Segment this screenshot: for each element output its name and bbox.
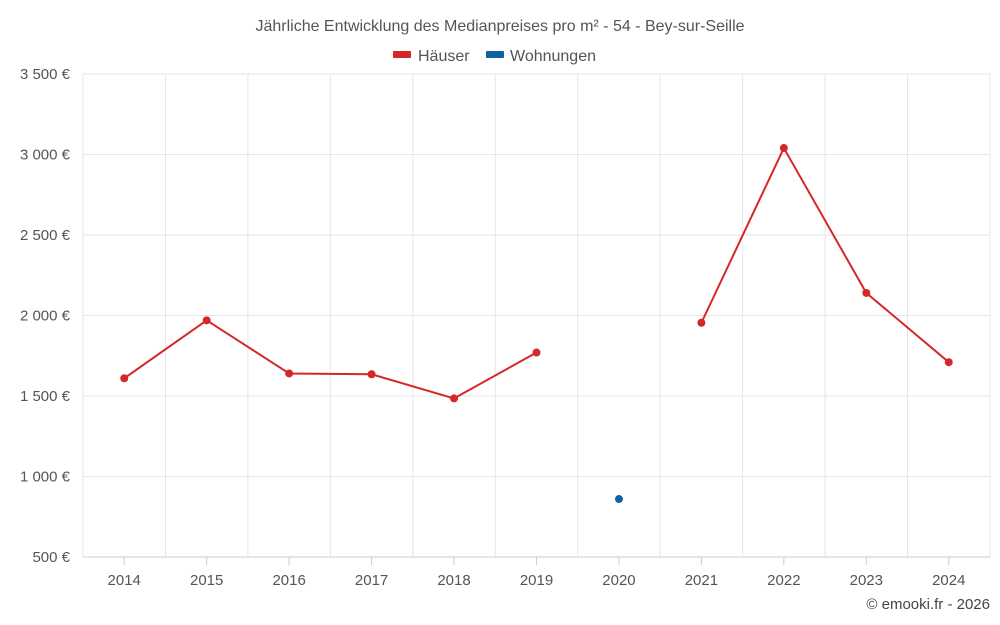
x-tick-label: 2018 [437, 572, 470, 589]
legend: Häuser Wohnungen [393, 48, 596, 65]
x-tick-label: 2017 [355, 572, 388, 589]
y-tick-label: 1 000 € [20, 469, 71, 486]
y-tick-label: 3 000 € [20, 147, 71, 164]
legend-item-apartments[interactable]: Wohnungen [486, 48, 596, 65]
x-tick-label: 2014 [108, 572, 141, 589]
series-houses [120, 144, 953, 403]
series-apartments [614, 495, 623, 504]
data-point[interactable] [779, 144, 788, 153]
x-tick-label: 2022 [767, 572, 800, 589]
x-tick-label: 2015 [190, 572, 223, 589]
data-point[interactable] [285, 369, 294, 378]
data-point[interactable] [532, 348, 541, 357]
data-point[interactable] [202, 316, 211, 325]
y-tick-label: 2 500 € [20, 227, 71, 244]
y-tick-label: 2 000 € [20, 308, 71, 325]
series-line [700, 147, 950, 364]
series-line [123, 319, 538, 400]
x-tick-label: 2021 [685, 572, 718, 589]
data-point[interactable] [120, 374, 129, 383]
x-tick-label: 2020 [602, 572, 635, 589]
data-point[interactable] [697, 318, 706, 327]
legend-label-houses: Häuser [418, 48, 470, 65]
x-tick-label: 2016 [272, 572, 305, 589]
x-tick-label: 2019 [520, 572, 553, 589]
series [120, 144, 953, 504]
y-tick-label: 500 € [32, 549, 70, 566]
data-point[interactable] [862, 288, 871, 297]
data-point[interactable] [614, 495, 623, 504]
legend-item-houses[interactable]: Häuser [393, 48, 470, 65]
data-point[interactable] [944, 358, 953, 367]
legend-swatch-houses [393, 51, 411, 58]
credit-text: © emooki.fr - 2026 [866, 596, 990, 613]
axes: 500 € 1 000 € 1 500 € 2 000 € 2 500 € 3 000 €… [20, 66, 990, 589]
legend-label-apartments: Wohnungen [510, 48, 596, 65]
y-tick-label: 3 500 € [20, 66, 71, 83]
chart-title: Jährliche Entwicklung des Medianpreises … [255, 18, 744, 35]
data-point[interactable] [450, 394, 459, 403]
legend-swatch-apartments [486, 51, 504, 58]
x-tick-label: 2024 [932, 572, 965, 589]
grid [82, 73, 991, 557]
x-tick-label: 2023 [850, 572, 883, 589]
y-tick-label: 1 500 € [20, 388, 71, 405]
data-point[interactable] [367, 370, 376, 379]
